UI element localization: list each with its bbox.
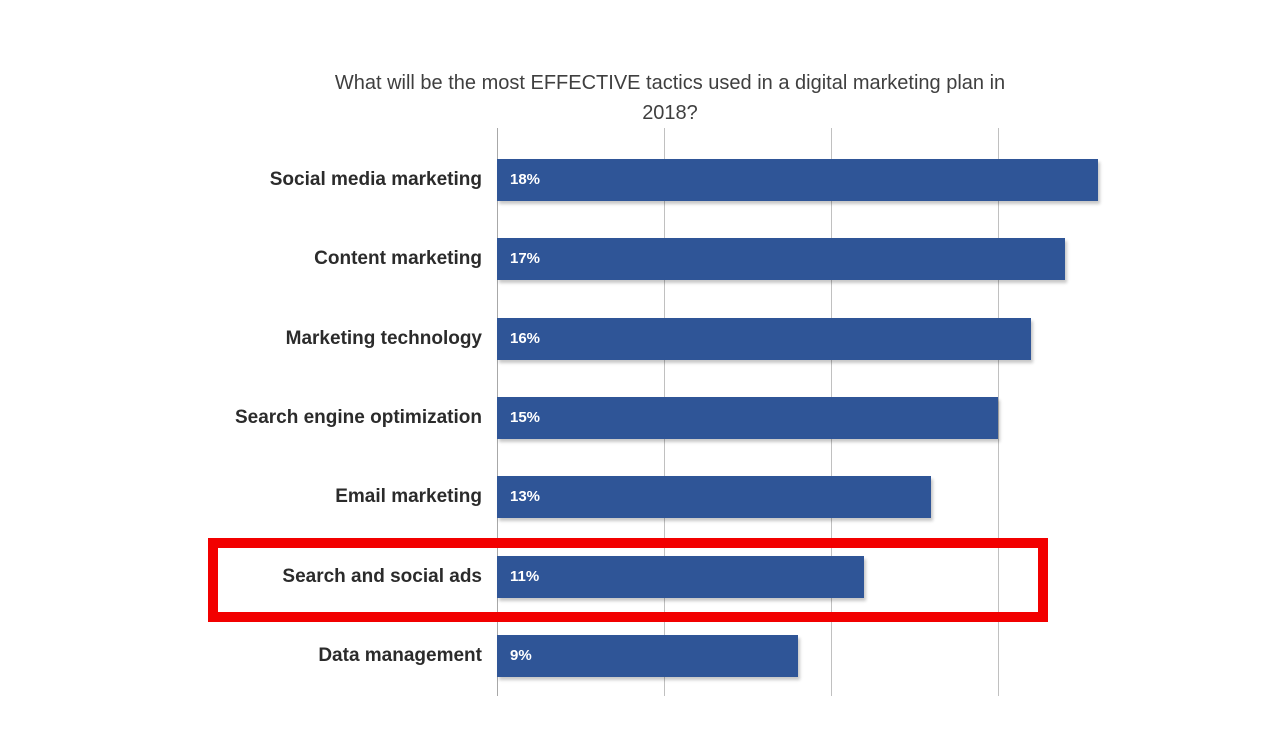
category-label: Social media marketing xyxy=(269,169,482,190)
bar: 18% xyxy=(497,159,1098,201)
bar-value-label: 15% xyxy=(510,409,541,426)
category-label: Email marketing xyxy=(335,486,482,507)
bar-value-label: 11% xyxy=(510,568,540,585)
category-label: Data management xyxy=(318,645,482,666)
gridline xyxy=(998,128,999,696)
bar: 11% xyxy=(497,556,864,598)
bar-value-label: 13% xyxy=(510,488,541,505)
bar-value-label: 17% xyxy=(510,250,541,267)
chart-title: What will be the most EFFECTIVE tactics … xyxy=(334,72,1006,124)
category-label: Search engine optimization xyxy=(234,407,482,428)
category-label: Content marketing xyxy=(314,248,482,269)
bar: 16% xyxy=(497,318,1031,360)
bar: 15% xyxy=(497,397,998,439)
highlight-red-box xyxy=(208,538,1048,622)
bar-value-label: 9% xyxy=(510,647,532,664)
bar-value-label: 16% xyxy=(510,330,541,347)
bar: 17% xyxy=(497,238,1065,280)
bar: 13% xyxy=(497,476,931,518)
category-label: Search and social ads xyxy=(282,566,482,587)
bar-value-label: 18% xyxy=(510,171,541,188)
bar: 9% xyxy=(497,635,798,677)
category-label: Marketing technology xyxy=(285,328,482,349)
